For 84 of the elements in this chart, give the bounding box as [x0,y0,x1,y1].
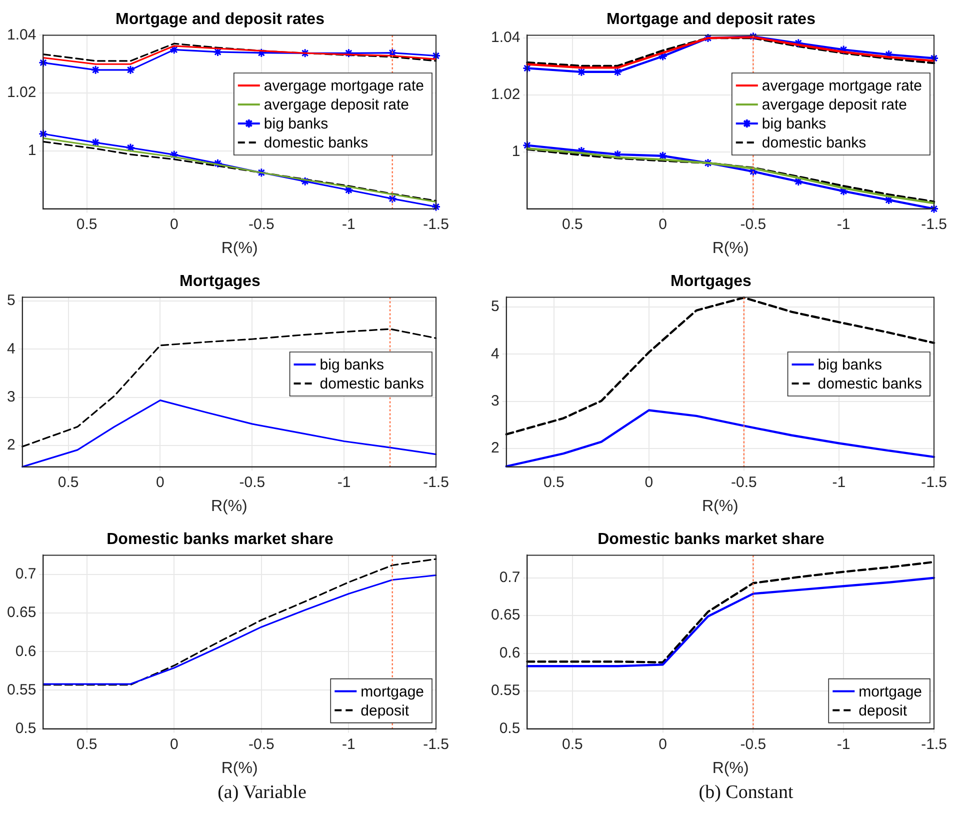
legend-label: avergage deposit rate [762,96,908,114]
legend-label: big banks [264,116,328,133]
y-tick-label: 0.55 [6,681,36,698]
x-tick-label: 0.5 [58,474,79,491]
y-tick-label: 1.02 [6,84,36,102]
legend-label: domestic banks [818,376,922,393]
x-tick-label: -1.5 [423,216,449,233]
x-tick-label: -0.5 [740,736,766,753]
y-tick-label: 3 [491,392,500,410]
chart-title: Mortgages [670,273,752,290]
x-tick-label: 0.5 [76,216,98,233]
text: (b) Constant [698,782,794,804]
x-axis-title: R(%) [712,760,749,777]
chart-title: Domestic banks market share [106,531,334,548]
x-tick-label: -0.5 [248,736,274,753]
legend-label: big banks [320,356,384,374]
x-tick-label: -1.5 [921,216,947,233]
legend-label: domestic banks [264,134,368,152]
y-tick-label: 0.7 [15,566,36,583]
y-tick-label: 4 [7,340,16,358]
legend-label: mortgage [360,683,424,700]
x-tick-label: 0 [658,736,667,753]
legend-label: deposit [360,702,410,720]
legend-label: avergage mortgage rate [762,78,922,95]
y-tick-label: 1.04 [6,26,36,44]
x-tick-label: -0.5 [740,216,766,233]
x-tick-label: -1.5 [921,474,947,491]
x-tick-label: -1.5 [921,736,947,753]
y-tick-label: 1.04 [490,29,520,46]
chart-title: Domestic banks market share [598,531,824,548]
x-tick-label: -1 [337,474,351,491]
y-tick-label: 0.6 [499,644,520,662]
legend-label: big banks [762,116,826,133]
x-tick-label: -0.5 [239,474,266,491]
x-tick-label: 0.5 [76,736,98,753]
legend-label: domestic banks [320,376,424,393]
x-tick-label: -1 [836,216,850,233]
chart-title: Mortgages [180,273,261,290]
legend-label: avergage deposit rate [264,96,410,114]
x-tick-label: 0 [644,474,654,491]
y-tick-label: 0.7 [499,568,520,586]
legend-label: domestic banks [762,134,866,152]
legend-label: deposit [858,702,908,720]
y-tick-label: 1 [512,143,520,160]
y-tick-label: 0.65 [6,604,36,622]
y-tick-label: 0.65 [490,606,520,624]
x-tick-label: 0 [658,216,667,233]
chart-title: Mortgage and deposit rates [116,11,325,28]
x-tick-label: -1.5 [423,474,449,491]
y-tick-label: 5 [491,298,500,316]
x-tick-label: 0 [170,216,178,233]
x-tick-label: -1 [836,736,850,753]
y-tick-label: 2 [7,436,16,454]
y-tick-label: 0.6 [15,642,36,660]
x-axis-title: R(%) [210,498,248,515]
x-tick-label: -1 [342,216,356,233]
x-axis-title: R(%) [712,240,749,257]
x-axis-title: R(%) [221,240,258,257]
y-tick-label: 0.5 [15,720,36,737]
y-tick-label: 5 [7,292,16,310]
x-tick-label: 0.5 [562,736,583,753]
y-tick-label: 3 [7,388,16,406]
y-tick-label: 0.5 [499,720,520,737]
legend-label: mortgage [858,683,922,700]
x-axis-title: R(%) [702,498,738,515]
y-tick-label: 4 [491,345,500,362]
x-tick-label: -0.5 [731,474,757,491]
x-axis-title: R(%) [221,760,258,777]
legend-label: big banks [818,356,882,374]
x-tick-label: -1 [832,474,846,491]
x-tick-label: -1 [342,736,356,753]
text: (a) Variable [216,782,308,804]
x-tick-label: 0 [156,474,164,491]
y-tick-label: 0.55 [490,682,520,700]
y-tick-label: 1 [28,142,36,160]
x-tick-label: 0 [170,736,178,753]
x-tick-label: -0.5 [248,216,274,233]
chart-title: Mortgage and deposit rates [606,11,816,28]
legend-label: avergage mortgage rate [264,78,424,95]
x-tick-label: -1.5 [423,736,449,753]
x-tick-label: 0.5 [543,474,564,491]
y-tick-label: 1.02 [490,86,520,104]
x-tick-label: 0.5 [562,216,583,233]
y-tick-label: 2 [491,440,500,457]
